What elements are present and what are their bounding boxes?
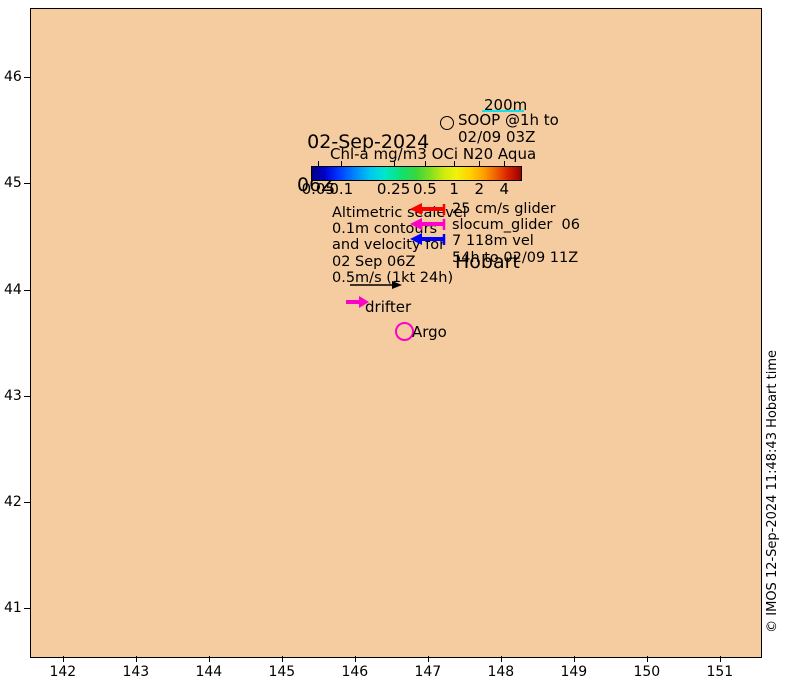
colorbar-tick-label: 2 xyxy=(474,180,485,198)
drifter-arrow xyxy=(410,218,446,230)
y-axis-tick xyxy=(24,395,30,397)
y-axis-label: 44 xyxy=(4,281,22,298)
y-axis-label: 46 xyxy=(4,69,22,86)
y-axis-label: 43 xyxy=(4,387,22,404)
x-axis-label: 151 xyxy=(706,664,734,680)
colorbar-tick xyxy=(393,161,395,166)
glider-arrow xyxy=(410,203,446,215)
x-axis-label: 150 xyxy=(633,664,661,680)
colorbar-tick-label: 0.25 xyxy=(376,180,411,198)
x-axis-tick xyxy=(719,656,721,662)
y-axis-tick xyxy=(24,501,30,503)
x-axis-label: 145 xyxy=(268,664,296,680)
velocity-scale-arrow xyxy=(350,281,402,289)
argo-arrow xyxy=(410,233,446,245)
x-axis-tick xyxy=(646,656,648,662)
soop-marker-icon xyxy=(440,116,454,130)
drifter-label: drifter xyxy=(365,298,412,316)
colorbar-tick xyxy=(504,161,506,166)
colorbar-title: Chl-a mg/m3 OCi N20 Aqua xyxy=(330,145,537,163)
x-axis-tick xyxy=(500,656,502,662)
argo-label: Argo xyxy=(412,323,447,341)
x-axis-tick xyxy=(62,656,64,662)
x-axis-label: 147 xyxy=(414,664,442,680)
x-axis-tick xyxy=(573,656,575,662)
x-axis-label: 143 xyxy=(122,664,150,680)
x-axis-label: 149 xyxy=(560,664,588,680)
x-axis-tick xyxy=(427,656,429,662)
colorbar-tick xyxy=(424,161,426,166)
x-axis-tick xyxy=(354,656,356,662)
date-stamp-line1: 02-Sep-2024 xyxy=(307,131,430,154)
y-axis-tick xyxy=(24,77,30,79)
y-axis-label: 45 xyxy=(4,175,22,192)
map-plot-area[interactable] xyxy=(30,8,762,658)
colorbar-tick-label: 4 xyxy=(499,180,510,198)
colorbar-tick xyxy=(454,161,456,166)
x-axis-tick xyxy=(208,656,210,662)
y-axis-label: 42 xyxy=(4,493,22,510)
depth-contour-label: 200m xyxy=(484,96,528,114)
colorbar-tick xyxy=(479,161,481,166)
x-axis-label: 142 xyxy=(49,664,77,680)
y-axis-label: 41 xyxy=(4,600,22,617)
colorbar-tick-label: 0.1 xyxy=(329,180,354,198)
x-axis-label: 146 xyxy=(341,664,369,680)
y-axis-tick xyxy=(24,608,30,610)
y-axis-tick xyxy=(24,183,30,185)
soop-legend-text: SOOP @1h to 02/09 03Z xyxy=(458,111,559,146)
colorbar-tick-label: 0.05 xyxy=(301,180,336,198)
colorbar[interactable] xyxy=(311,166,522,181)
argo-marker-icon xyxy=(395,322,414,341)
colorbar-tick xyxy=(318,161,320,166)
platform-legend-arrows xyxy=(410,203,446,245)
x-axis-tick xyxy=(135,656,137,662)
city-label-hobart: Hobart xyxy=(455,251,520,273)
colorbar-tick xyxy=(341,161,343,166)
x-axis-label: 148 xyxy=(487,664,515,680)
copyright-text: © IMOS 12-Sep-2024 11:48:43 Hobart time xyxy=(765,350,780,633)
y-axis-tick xyxy=(24,289,30,291)
colorbar-tick-label: 1 xyxy=(449,180,459,198)
glider-legend-text: 25 cm/s glider slocum_glider 06 7 118m v… xyxy=(452,201,581,266)
drifter-marker-icon xyxy=(346,296,369,308)
x-axis-tick xyxy=(281,656,283,662)
x-axis-label: 144 xyxy=(195,664,223,680)
colorbar-tick-label: 0.5 xyxy=(412,180,437,198)
depth-contour-line-icon xyxy=(482,110,524,112)
